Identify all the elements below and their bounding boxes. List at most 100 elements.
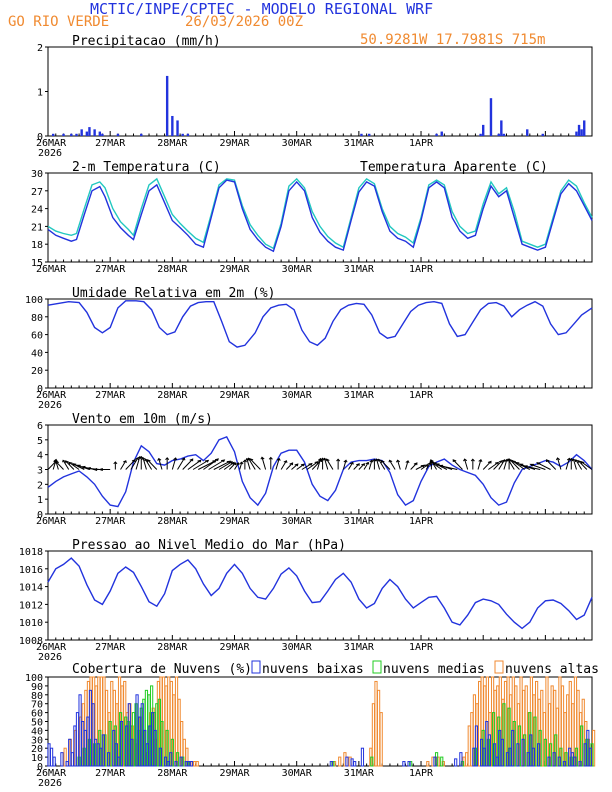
wind-arrow bbox=[530, 463, 546, 470]
wind-arrow bbox=[130, 457, 139, 470]
cloud-bar-0 bbox=[47, 743, 51, 767]
wind-arrow-head bbox=[569, 457, 574, 461]
y-tick-label: 1010 bbox=[19, 618, 43, 629]
wind-arrow-head bbox=[529, 463, 535, 467]
wind-arrow bbox=[144, 458, 153, 470]
cloud-bar-0 bbox=[454, 758, 458, 767]
wind-arrow-head bbox=[388, 459, 393, 463]
wind-arrow-head bbox=[204, 459, 210, 463]
wind-arrow-head bbox=[80, 465, 86, 469]
cloud-bar-0 bbox=[119, 721, 124, 767]
y-tick-label: 3 bbox=[37, 466, 43, 477]
x-tick-label: 26MAR bbox=[36, 642, 67, 653]
x-tick-label: 28MAR bbox=[157, 516, 188, 527]
x-year-label: 2026 bbox=[38, 778, 62, 789]
wind-arrow bbox=[261, 457, 267, 470]
wind-arrow bbox=[546, 459, 557, 470]
y-tick-label: 4 bbox=[37, 451, 43, 462]
y-tick-label: 30 bbox=[31, 169, 43, 180]
precip-bar bbox=[497, 133, 500, 136]
x-tick-label: 29MAR bbox=[219, 516, 250, 527]
cloud-bar-0 bbox=[536, 743, 541, 767]
wind-arrow bbox=[218, 461, 233, 470]
wind-arrow bbox=[171, 457, 177, 470]
precip-bar bbox=[186, 133, 190, 136]
legend-apparent-temp: Temperatura Aparente (C) bbox=[360, 160, 548, 175]
wind-arrow bbox=[439, 465, 458, 470]
legend-low-clouds: nuvens baixas bbox=[262, 662, 364, 677]
wind-arrow bbox=[296, 463, 305, 470]
wind-arrow-head bbox=[487, 460, 492, 464]
x-tick-label: 26MAR bbox=[36, 264, 67, 275]
y-tick-label: 1 bbox=[37, 88, 43, 99]
wind-arrow bbox=[389, 459, 396, 470]
cloud-bar-0 bbox=[511, 729, 515, 767]
wind-arrow-head bbox=[434, 463, 440, 467]
series-line-0 bbox=[47, 179, 593, 253]
wind-arrow bbox=[234, 462, 239, 470]
cloud-bar-0 bbox=[500, 738, 504, 767]
y-tick-label: 40 bbox=[31, 348, 43, 359]
x-tick-label: 1APR bbox=[409, 516, 434, 527]
precip-bar bbox=[98, 131, 102, 136]
wind-arrow-head bbox=[268, 456, 273, 460]
cloud-bar-0 bbox=[578, 761, 582, 767]
wind-arrow bbox=[353, 463, 360, 470]
cloud-bar-2 bbox=[465, 752, 469, 767]
y-tick-label: 1014 bbox=[19, 583, 43, 594]
wind-arrow-head bbox=[463, 458, 468, 462]
wind-arrow-head bbox=[157, 457, 162, 461]
wind-arrow bbox=[507, 458, 515, 470]
precip-bar bbox=[176, 120, 179, 136]
wind-arrow-head bbox=[336, 458, 341, 462]
wind-arrow bbox=[326, 458, 334, 470]
y-tick-label: 50 bbox=[31, 718, 43, 729]
cloud-bar-0 bbox=[158, 747, 162, 767]
wind-arrow-head bbox=[325, 458, 330, 462]
wind-arrow bbox=[405, 460, 409, 470]
wind-arrow bbox=[158, 458, 163, 470]
wind-arrow bbox=[572, 458, 577, 470]
precip-bar bbox=[51, 133, 55, 136]
wind-arrow-head bbox=[239, 461, 244, 465]
x-tick-label: 26MAR bbox=[36, 390, 67, 401]
y-tick-label: 6 bbox=[37, 421, 43, 432]
precip-bar bbox=[479, 133, 482, 136]
precip-bar bbox=[140, 133, 143, 136]
wind-arrow bbox=[425, 462, 431, 470]
wind-arrow bbox=[247, 457, 256, 470]
cloud-bar-0 bbox=[492, 743, 497, 767]
cloud-bar-1 bbox=[160, 721, 164, 767]
cloud-bar-0 bbox=[521, 738, 525, 767]
wind-arrow bbox=[430, 461, 443, 470]
wind-arrow bbox=[515, 462, 531, 470]
wind-arrow bbox=[378, 459, 386, 470]
wind-arrow bbox=[493, 460, 503, 470]
x-tick-label: 30MAR bbox=[282, 516, 313, 527]
wind-arrow bbox=[306, 461, 319, 470]
x-tick-label: 31MAR bbox=[344, 264, 375, 275]
y-tick-label: 15 bbox=[31, 258, 43, 269]
precip-bar bbox=[435, 133, 438, 136]
cloud-bar-0 bbox=[557, 756, 561, 767]
wind-arrow bbox=[120, 460, 127, 470]
precip-bar bbox=[368, 133, 371, 136]
x-tick-label: 29MAR bbox=[219, 768, 250, 779]
y-tick-label: 24 bbox=[31, 205, 43, 216]
x-tick-label: 27MAR bbox=[95, 138, 126, 149]
wind-arrow-head bbox=[405, 460, 410, 464]
wind-arrow-head bbox=[478, 459, 483, 463]
wind-arrow bbox=[368, 460, 373, 470]
wind-arrow-head bbox=[71, 463, 77, 466]
wind-arrow bbox=[65, 460, 75, 470]
cloud-bar-0 bbox=[75, 712, 80, 767]
wind-arrow bbox=[187, 459, 202, 470]
wind-arrow bbox=[565, 458, 570, 470]
wind-arrow-head bbox=[522, 465, 528, 469]
wind-arrow-head bbox=[300, 463, 305, 467]
legend-mid-clouds: nuvens medias bbox=[383, 662, 485, 677]
precip-bar bbox=[165, 75, 169, 136]
y-tick-label: 60 bbox=[31, 331, 43, 342]
y-tick-label: 1016 bbox=[19, 565, 43, 576]
